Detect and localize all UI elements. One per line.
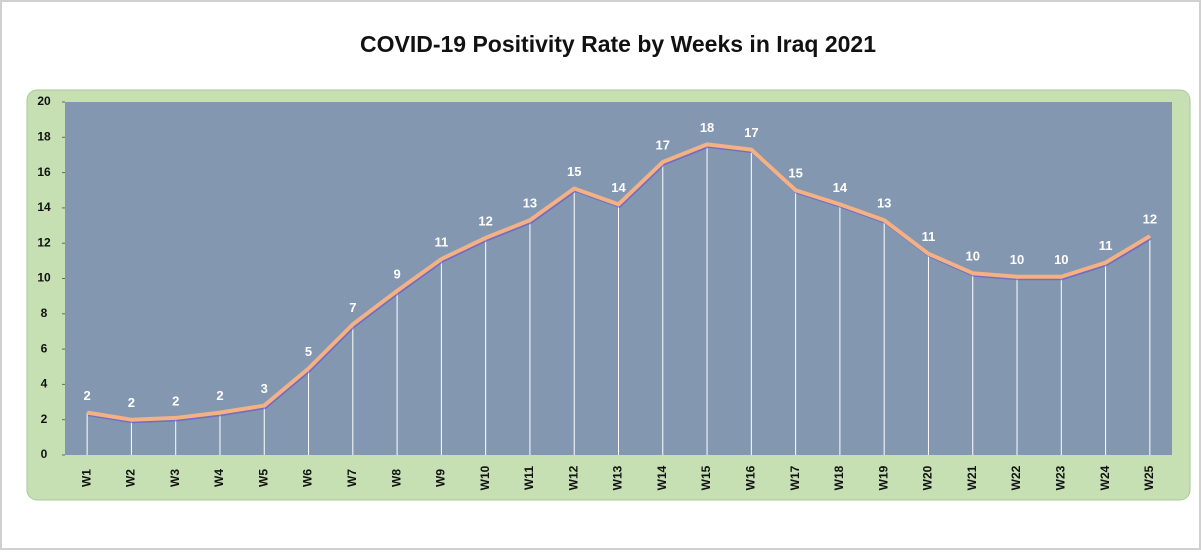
x-tick-label: W9 — [434, 469, 448, 487]
data-label: 3 — [261, 381, 268, 396]
data-label: 2 — [216, 388, 223, 403]
data-label: 2 — [172, 393, 179, 408]
y-tick-label: 12 — [37, 235, 51, 249]
data-label: 2 — [128, 395, 135, 410]
series-line — [86, 142, 1151, 422]
y-tick-label: 8 — [41, 306, 48, 320]
x-tick-label: W23 — [1053, 465, 1067, 490]
y-tick-label: 14 — [37, 200, 51, 214]
x-tick-label: W18 — [832, 465, 846, 490]
x-tick-label: W19 — [876, 465, 890, 490]
y-tick-label: 10 — [37, 271, 51, 285]
x-tick-label: W6 — [301, 469, 315, 487]
x-tick-label: W11 — [522, 466, 536, 490]
y-tick-label: 18 — [37, 129, 51, 143]
data-label: 2 — [84, 388, 91, 403]
x-tick-label: W22 — [1009, 465, 1023, 490]
y-tick-label: 4 — [41, 377, 48, 391]
x-tick-label: W21 — [965, 465, 979, 490]
data-label: 10 — [966, 249, 980, 264]
data-label: 17 — [744, 125, 758, 140]
data-label: 11 — [922, 229, 936, 244]
y-tick-label: 6 — [41, 341, 48, 355]
y-tick-label: 20 — [37, 94, 51, 108]
x-tick-label: W2 — [124, 469, 138, 487]
data-label: 15 — [788, 166, 802, 181]
x-tick-label: W17 — [788, 465, 802, 490]
x-tick-label: W20 — [921, 465, 935, 490]
x-tick-label: W12 — [566, 465, 580, 490]
y-tick-label: 2 — [41, 412, 48, 426]
data-label: 18 — [700, 120, 714, 135]
y-tick-label: 16 — [37, 165, 51, 179]
x-tick-label: W25 — [1142, 465, 1156, 490]
data-label: 12 — [478, 213, 492, 228]
data-label: 11 — [435, 235, 449, 250]
data-label: 7 — [349, 300, 356, 315]
x-tick-label: W5 — [256, 469, 270, 487]
x-tick-label: W1 — [79, 469, 93, 487]
data-label: 10 — [1010, 252, 1024, 267]
x-tick-label: W24 — [1098, 465, 1112, 490]
x-tick-label: W7 — [345, 469, 359, 487]
data-label: 14 — [611, 180, 626, 195]
data-label: 13 — [523, 196, 537, 211]
x-tick-label: W10 — [478, 465, 492, 490]
data-label: 15 — [567, 164, 581, 179]
x-tick-label: W4 — [212, 469, 226, 487]
x-tick-label: W15 — [699, 465, 713, 490]
x-tick-label: W3 — [168, 469, 182, 487]
data-label: 10 — [1054, 252, 1068, 267]
data-label: 14 — [833, 180, 848, 195]
data-label: 13 — [877, 196, 891, 211]
x-tick-label: W13 — [611, 465, 625, 490]
x-tick-label: W8 — [389, 469, 403, 487]
data-label: 17 — [656, 137, 670, 152]
x-tick-label: W14 — [655, 465, 669, 490]
chart-title: COVID-19 Positivity Rate by Weeks in Ira… — [360, 31, 876, 57]
data-label: 11 — [1099, 238, 1113, 253]
data-label: 12 — [1143, 212, 1157, 227]
x-tick-label: W16 — [744, 465, 758, 490]
y-tick-label: 0 — [41, 447, 48, 461]
data-label: 5 — [305, 344, 312, 359]
data-label: 9 — [393, 266, 400, 281]
